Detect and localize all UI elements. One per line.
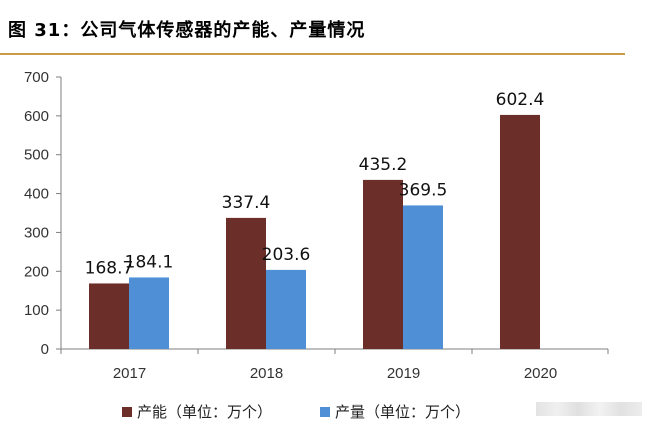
data-label: 184.1 bbox=[125, 252, 174, 272]
output-bar bbox=[129, 277, 169, 349]
legend: 产能（单位：万个） 产量（单位：万个） bbox=[122, 403, 470, 421]
output-bar bbox=[403, 205, 443, 349]
y-tick-label: 300 bbox=[24, 224, 49, 241]
title-underline bbox=[0, 53, 625, 55]
legend-capacity-label: 产能（单位：万个） bbox=[137, 403, 272, 421]
legend-output-label: 产量（单位：万个） bbox=[335, 403, 470, 421]
data-label: 337.4 bbox=[222, 193, 271, 213]
data-label: 203.6 bbox=[262, 245, 311, 265]
data-label: 435.2 bbox=[359, 155, 408, 175]
legend-capacity-swatch bbox=[122, 407, 132, 417]
capacity-bar bbox=[89, 283, 129, 349]
y-tick-label: 500 bbox=[24, 147, 49, 164]
capacity-bar bbox=[363, 179, 403, 349]
x-tick-label: 2020 bbox=[524, 365, 557, 382]
capacity-bar bbox=[500, 114, 540, 350]
data-label: 369.5 bbox=[399, 180, 448, 200]
x-tick-label: 2018 bbox=[250, 365, 283, 382]
y-tick-label: 100 bbox=[24, 302, 49, 319]
data-label: 602.4 bbox=[496, 90, 545, 110]
y-tick-label: 600 bbox=[24, 108, 49, 125]
watermark bbox=[536, 402, 642, 416]
y-tick-label: 0 bbox=[41, 341, 49, 358]
x-axis: 2017 2018 2019 2020 bbox=[60, 348, 609, 382]
y-tick-label: 200 bbox=[24, 263, 49, 280]
y-axis: 0 100 200 300 400 500 600 700 bbox=[24, 69, 62, 358]
y-tick-label: 400 bbox=[24, 186, 49, 203]
x-tick-label: 2017 bbox=[113, 365, 146, 382]
x-tick-label: 2019 bbox=[387, 365, 420, 382]
capacity-bar bbox=[226, 217, 266, 349]
y-tick-label: 700 bbox=[24, 69, 49, 86]
output-bar bbox=[266, 269, 306, 349]
data-label: 168.7 bbox=[85, 258, 134, 278]
legend-output-swatch bbox=[320, 407, 330, 417]
figure-title: 图 31：公司气体传感器的产能、产量情况 bbox=[8, 20, 366, 41]
bars bbox=[89, 114, 540, 350]
